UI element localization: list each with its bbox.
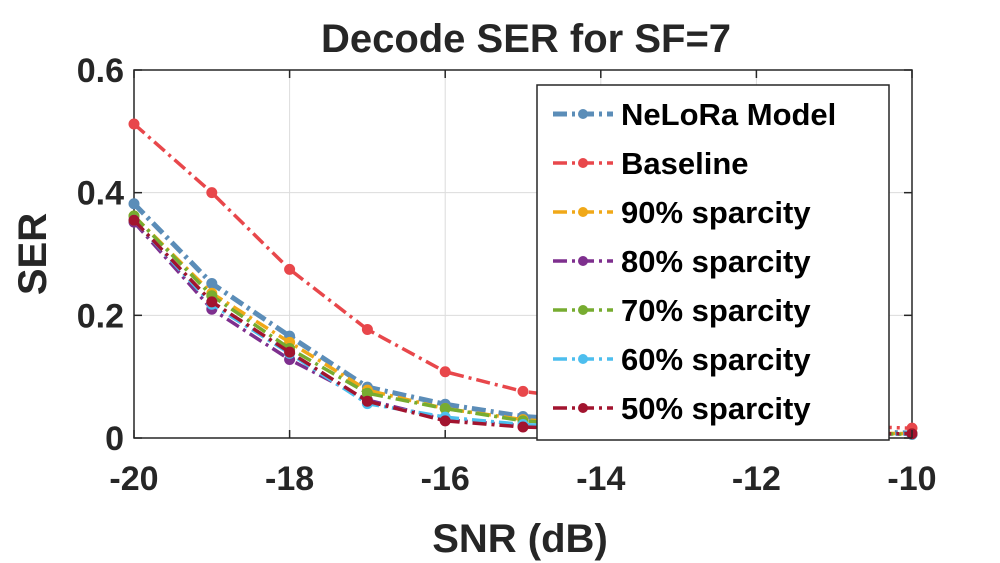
y-tick-label: 0.2: [77, 297, 124, 335]
legend-label: 60% sparcity: [621, 342, 811, 377]
x-tick-label: -20: [109, 460, 158, 498]
data-point: [206, 277, 218, 289]
legend-item: 50% sparcity: [553, 391, 811, 426]
legend-label: 80% sparcity: [621, 244, 811, 279]
legend-marker: [578, 305, 588, 315]
data-point: [128, 198, 140, 210]
legend-label: 50% sparcity: [621, 391, 811, 426]
legend-item: NeLoRa Model: [553, 97, 836, 132]
data-point: [128, 118, 140, 130]
y-tick-label: 0: [105, 420, 124, 458]
legend-item: Baseline: [553, 146, 749, 181]
legend-label: 90% sparcity: [621, 195, 811, 230]
legend-label: Baseline: [621, 146, 749, 181]
legend-marker: [578, 109, 588, 119]
series-line: [132, 201, 913, 436]
legend-item: 80% sparcity: [553, 244, 811, 279]
legend-marker: [578, 354, 588, 364]
y-tick-label: 0.6: [77, 52, 124, 90]
x-axis-label: SNR (dB): [432, 517, 608, 561]
x-tick-label: -12: [732, 460, 781, 498]
legend-item: 60% sparcity: [553, 342, 811, 377]
x-tick-label: -14: [576, 460, 625, 498]
data-point: [284, 263, 296, 275]
data-point: [284, 346, 296, 358]
data-point: [361, 395, 373, 407]
x-tick-label: -16: [421, 460, 470, 498]
data-point: [517, 421, 529, 433]
legend-box: [536, 84, 890, 441]
legend-label: 70% sparcity: [621, 293, 811, 328]
data-point: [517, 385, 529, 397]
legend-marker: [578, 403, 588, 413]
data-point: [128, 214, 140, 226]
data-point: [439, 366, 451, 378]
x-tick-label: -18: [265, 460, 314, 498]
y-axis-label: SER: [11, 213, 55, 295]
x-tick-label: -10: [887, 460, 936, 498]
legend-marker: [578, 207, 588, 217]
data-point: [206, 296, 218, 308]
legend-item: 70% sparcity: [553, 293, 811, 328]
legend-label: NeLoRa Model: [621, 97, 836, 132]
chart-title: Decode SER for SF=7: [321, 17, 731, 61]
data-point: [439, 415, 451, 427]
legend-marker: [578, 256, 588, 266]
data-point: [206, 187, 218, 199]
plot-frame: [133, 69, 913, 439]
axis-ticks: -20 -18 -16 -14 -12 -10 0 0.2 0.4 0.6: [77, 52, 937, 498]
legend-marker: [578, 158, 588, 168]
y-tick-label: 0.4: [77, 175, 124, 213]
legend-item: 90% sparcity: [553, 195, 811, 230]
data-point: [361, 323, 373, 335]
legend: NeLoRa Model Baseline 90% sparcity 80% spar…: [536, 84, 890, 441]
